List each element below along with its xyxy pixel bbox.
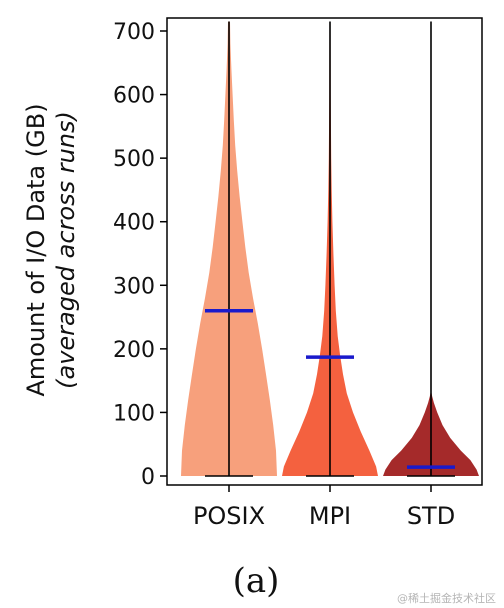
y-tick-label: 600 [113, 84, 155, 109]
figure-caption: (a) [233, 561, 280, 601]
x-tick-label-std: STD [407, 502, 455, 530]
y-axis-label-line2: (averaged across runs) [52, 111, 80, 389]
x-tick-label-posix: POSIX [193, 502, 265, 530]
violin-plots [181, 21, 479, 477]
plot-frame [166, 17, 483, 486]
y-tick-label: 500 [113, 147, 155, 172]
y-tick-label: 700 [113, 20, 155, 45]
y-tick-label: 0 [141, 465, 155, 490]
x-axis: POSIX MPI STD [193, 485, 455, 530]
y-tick-label: 400 [113, 211, 155, 236]
watermark: @稀土掘金技术社区 [397, 591, 496, 605]
y-tick-label: 300 [113, 274, 155, 299]
y-tick-label: 100 [113, 401, 155, 426]
y-tick-label: 200 [113, 338, 155, 363]
y-axis-label-line1: Amount of I/O Data (GB) [22, 103, 50, 396]
x-tick-label-mpi: MPI [309, 502, 351, 530]
y-axis: 0 100 200 300 400 500 600 700 [113, 20, 167, 490]
